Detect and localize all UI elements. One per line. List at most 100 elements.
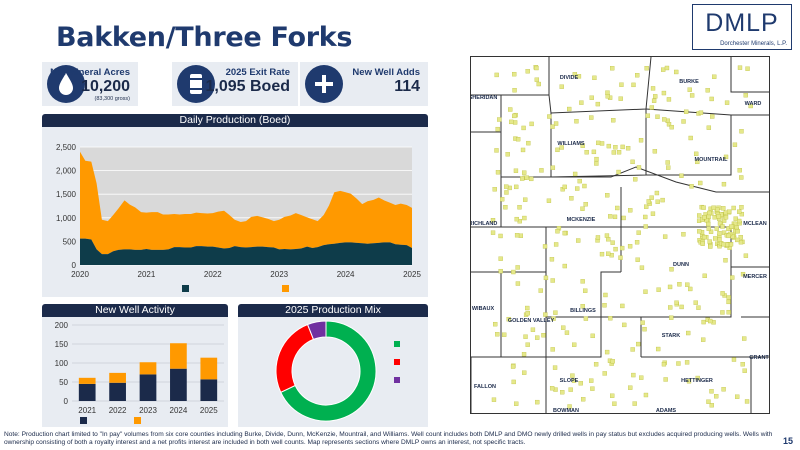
- interest-section: [649, 195, 654, 200]
- interest-section: [696, 305, 701, 310]
- interest-section: [660, 197, 665, 203]
- interest-section: [599, 251, 605, 257]
- interest-section: [665, 160, 670, 165]
- interest-section: [539, 168, 544, 173]
- county-label: MCKENZIE: [567, 217, 596, 223]
- interest-section: [650, 211, 656, 216]
- y-tick-label: 500: [63, 237, 77, 246]
- county-boundary: [646, 115, 732, 176]
- interest-section: [643, 392, 649, 398]
- interest-section: [628, 385, 633, 390]
- interest-section: [642, 326, 647, 332]
- npi-area: [80, 151, 412, 255]
- interest-section: [622, 322, 627, 328]
- interest-section: [613, 145, 618, 150]
- interest-section: [662, 117, 667, 122]
- interest-section: [534, 77, 540, 82]
- interest-section: [574, 119, 579, 124]
- interest-section: [631, 372, 636, 378]
- y-tick-label: 150: [55, 340, 69, 349]
- interest-section: [633, 177, 638, 182]
- county-label: SHERIDAN: [471, 95, 497, 101]
- county-label: GRANT: [749, 355, 769, 361]
- interest-section: [594, 156, 599, 162]
- water-drop-icon: [47, 65, 85, 103]
- interest-section: [613, 246, 618, 252]
- production-mix-panel: [238, 317, 428, 427]
- county-label: RICHLAND: [471, 221, 497, 227]
- interest-section: [610, 359, 615, 364]
- interest-section: [721, 181, 727, 187]
- interest-section: [706, 125, 712, 130]
- bar-royalty-2025: [200, 379, 218, 401]
- interest-section: [716, 214, 721, 219]
- interest-section: [493, 321, 498, 327]
- y-tick-label: 0: [72, 261, 77, 270]
- interest-section: [702, 234, 707, 240]
- interest-section: [695, 159, 700, 165]
- county-label: WILLIAMS: [557, 141, 585, 147]
- x-tick-label: 2024: [337, 270, 355, 279]
- interest-section: [726, 299, 731, 305]
- interest-section: [512, 88, 517, 93]
- county-boundary: [548, 56, 652, 114]
- interest-section: [655, 346, 661, 352]
- interest-section: [739, 205, 744, 210]
- interest-section: [604, 349, 610, 355]
- interest-section: [498, 268, 503, 274]
- interest-section: [529, 121, 534, 127]
- interest-section: [515, 281, 521, 286]
- kpi-value: 114: [394, 78, 420, 95]
- interest-section: [655, 199, 660, 204]
- kpi-new-well-adds: New Well Adds 114: [300, 62, 428, 106]
- county-label: BURKE: [679, 79, 699, 85]
- interest-section: [669, 124, 674, 130]
- interest-section: [631, 82, 636, 88]
- county-boundary: [550, 109, 647, 178]
- interest-section: [612, 214, 618, 220]
- x-tick-label: 2020: [71, 270, 89, 279]
- x-tick-label: 2022: [109, 406, 127, 415]
- interest-section: [518, 233, 524, 238]
- interest-section: [546, 198, 552, 203]
- legend-swatch-ngl: [394, 377, 400, 383]
- interest-section: [738, 240, 744, 245]
- interest-section: [640, 320, 645, 325]
- interest-section: [572, 342, 577, 347]
- interest-section: [515, 137, 521, 142]
- interest-section: [739, 211, 745, 217]
- new-well-activity-panel: 0 50 100 150 200 2021 2022 2023 2024 2025: [42, 317, 228, 427]
- interest-section: [632, 401, 637, 406]
- interest-section: [567, 404, 572, 409]
- interest-section: [490, 218, 496, 223]
- interest-section: [549, 257, 555, 262]
- production-mix-chart: [275, 320, 400, 422]
- interest-section: [635, 257, 640, 262]
- county-label: MCLEAN: [743, 221, 767, 227]
- interest-section: [732, 142, 738, 147]
- interest-section: [702, 215, 707, 220]
- interest-section: [559, 84, 564, 89]
- kpi-net-mineral-acres: Net Mineral Acres 10,200 (83,300 gross): [42, 62, 138, 106]
- interest-section: [502, 332, 507, 337]
- interest-section: [608, 214, 613, 219]
- interest-section: [616, 150, 622, 155]
- interest-section: [618, 255, 623, 260]
- county-label: MOUNTRAIL: [695, 157, 729, 163]
- interest-section: [523, 334, 528, 339]
- interest-section: [550, 347, 555, 352]
- interest-section: [591, 149, 597, 155]
- interest-section: [490, 230, 496, 235]
- interest-section: [739, 175, 744, 180]
- interest-section: [695, 375, 700, 381]
- logo-subtitle: Dorchester Minerals, L.P.: [720, 41, 787, 47]
- interest-section: [668, 305, 673, 310]
- y-tick-label: 2,000: [56, 167, 77, 176]
- kpi-label: 2025 Exit Rate: [225, 67, 290, 78]
- interest-section: [656, 287, 661, 292]
- interest-section: [721, 387, 726, 392]
- interest-section: [534, 65, 539, 71]
- interest-section: [494, 72, 499, 78]
- interest-section: [627, 244, 633, 249]
- royalty-area: [80, 238, 412, 265]
